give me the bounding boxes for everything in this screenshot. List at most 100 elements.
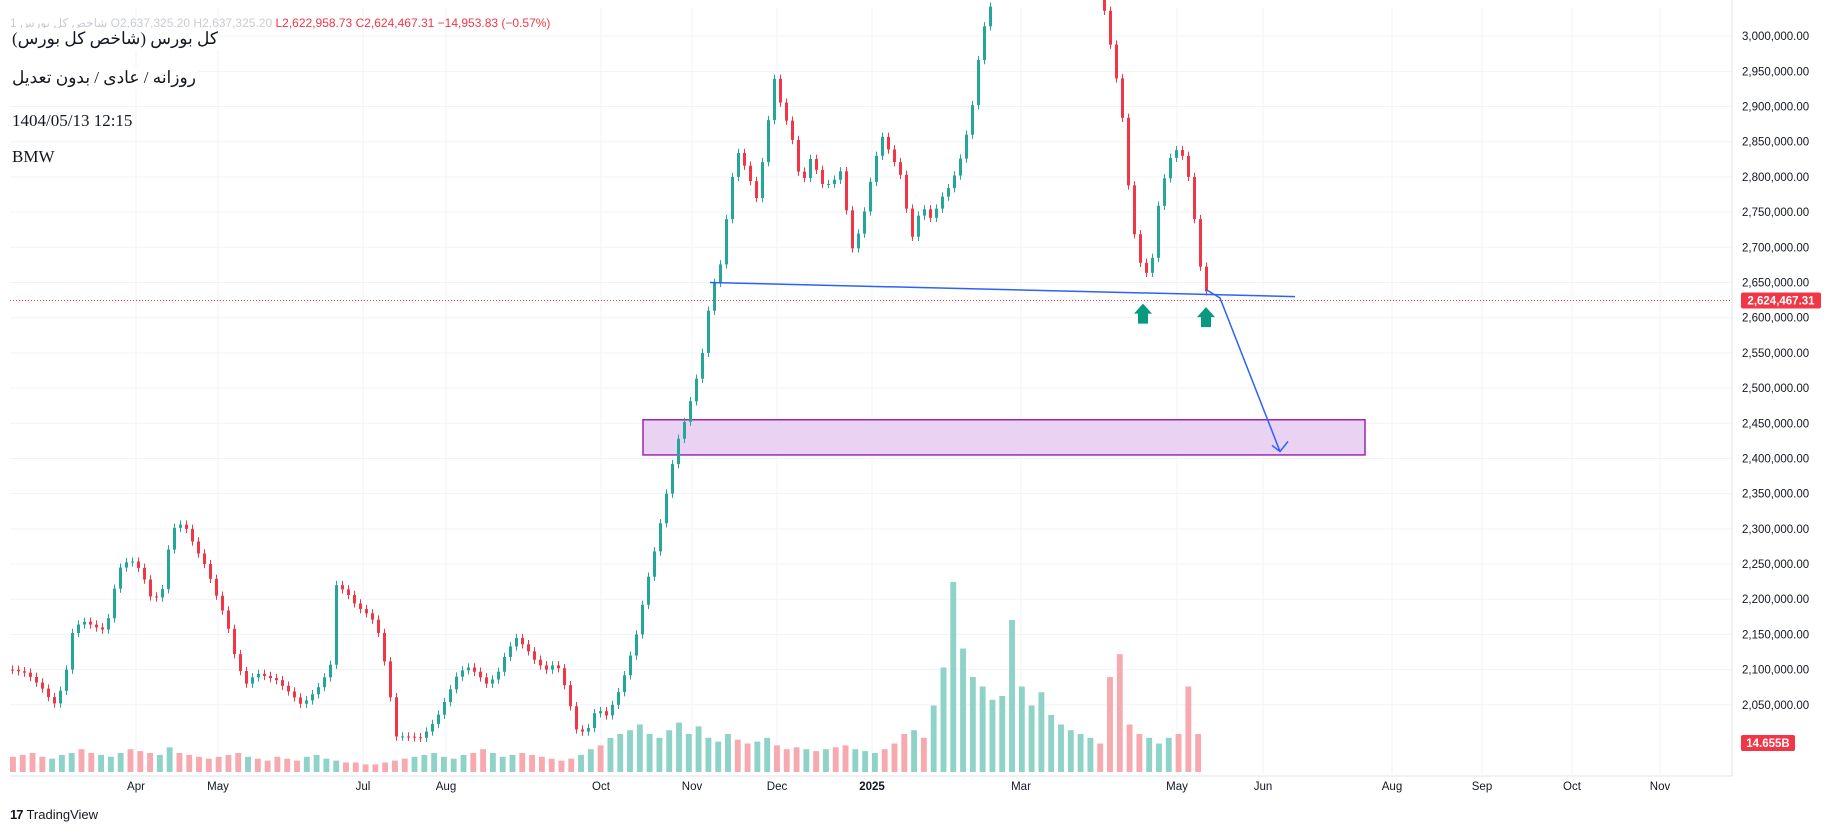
volume-bar [401,758,408,772]
volume-bar [509,754,516,772]
volume-bar [333,760,340,772]
volume-bar [431,753,438,772]
y-tick-label: 2,550,000.00 [1742,348,1809,360]
volume-bar [646,734,653,772]
volume-bar [548,758,555,772]
volume-bar [842,745,849,772]
projection-arrow-head [1271,440,1289,453]
volume-bar [627,730,633,772]
volume-bar [597,745,604,772]
candle-body [827,183,830,185]
volume-bar [754,741,761,772]
volume-bar [822,749,829,772]
volume-bar [695,726,702,772]
volume-bar [940,667,947,772]
volume-bar [519,753,526,772]
candle-body [689,401,692,422]
candle-body [575,706,578,730]
volume-bar [489,753,496,772]
candle-body [365,609,368,614]
y-tick-label: 2,150,000.00 [1742,629,1809,641]
candle-body [1145,262,1148,273]
projection-arrow-line [1205,288,1281,452]
candle-body [533,651,536,660]
candle-body [539,659,542,666]
candle-body [467,667,470,671]
volume-bar [832,747,839,772]
volume-bar [1136,734,1143,772]
candle-body [287,685,290,692]
brand-name: TradingView [26,807,99,822]
volume-bar [411,756,418,772]
candle-body [11,669,14,671]
candle-body [173,527,176,550]
support-zone [642,419,1366,456]
candle-body [377,619,380,633]
candle-body [665,493,668,524]
candle-body [893,149,896,163]
candle-body [635,634,638,656]
candle-body [413,736,416,738]
volume-bar [372,764,379,772]
x-tick-label: Aug [1382,781,1402,793]
candle-body [269,675,272,679]
candle-body [749,165,752,182]
volume-bar [176,753,183,772]
y-tick-label: 2,450,000.00 [1742,418,1809,430]
volume-bar [186,754,193,772]
candle-body [947,188,950,197]
volume-bar [1067,730,1074,772]
last-price-label: 2,624,467.31 [1747,295,1815,307]
ohlc-legend: شاخص کل بورس 1 O2,637,325.20 H2,637,325.… [10,16,550,30]
volume-bar [1175,734,1182,772]
x-tick-label: Aug [436,781,456,793]
volume-bar [862,751,869,772]
candle-body [677,438,680,465]
x-tick-label: May [207,781,229,793]
y-tick-label: 2,400,000.00 [1742,453,1809,465]
candle-body [299,697,302,704]
volume-bar [920,737,927,772]
volume-bar [264,760,271,772]
candle-body [47,688,50,698]
candle-body [1169,157,1172,179]
volume-bar [205,758,212,772]
volume-bar [1077,734,1084,772]
candle-body [497,671,500,680]
volume-bar [960,648,966,772]
volume-bar [1028,705,1035,772]
volume-bar [10,756,16,772]
candle-body [755,181,758,199]
candle-body [581,729,584,732]
volume-bar [137,751,144,772]
candle-body [821,169,824,184]
candle-body [767,120,770,163]
candle-body [71,633,74,670]
legend-symbol: شاخص کل بورس 1 [10,16,108,30]
volume-bar [666,730,673,772]
candle-body [713,282,716,311]
volume-bar [460,754,467,772]
candle-body [587,728,590,732]
volume-bar [979,686,986,772]
candle-body [509,646,512,657]
x-tick-label: Jun [1254,781,1273,793]
candle-body [551,665,554,670]
candle-body [239,654,242,672]
volume-bar [294,760,300,772]
candle-body [275,678,278,681]
y-tick-label: 2,200,000.00 [1742,594,1809,606]
candle-body [437,714,440,724]
tradingview-logo[interactable]: 17 TradingView [10,807,99,822]
candle-body [809,158,812,178]
candle-body [1133,185,1136,235]
y-tick-label: 2,900,000.00 [1742,102,1809,114]
candle-body [455,676,458,690]
candle-body [317,687,320,695]
candle-body [1199,219,1202,267]
candle-body [797,139,800,172]
volume-bar [49,758,56,772]
candle-body [227,610,230,629]
volume-bar [323,758,330,772]
